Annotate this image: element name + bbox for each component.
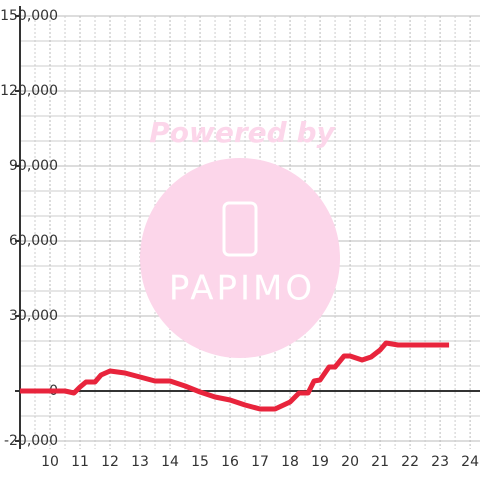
x-tick-label: 10	[41, 454, 59, 470]
x-tick-label: 13	[131, 454, 149, 470]
x-tick-label: 11	[71, 454, 89, 470]
x-tick-label: 19	[311, 454, 329, 470]
x-tick-label: 20	[341, 454, 359, 470]
y-tick-label: 120,000	[0, 83, 58, 99]
x-tick-label: 17	[251, 454, 269, 470]
watermark-logo: PAPIMO	[169, 269, 315, 309]
y-tick-label: -20,000	[4, 433, 58, 449]
y-tick-label: 60,000	[9, 233, 58, 249]
x-tick-label: 23	[431, 454, 449, 470]
watermark-circle	[140, 158, 340, 358]
x-tick-label: 18	[281, 454, 299, 470]
x-tick-label: 16	[221, 454, 239, 470]
x-tick-label: 12	[101, 454, 119, 470]
x-tick-label: 15	[191, 454, 209, 470]
x-tick-label: 21	[371, 454, 389, 470]
watermark-title: Powered by	[149, 116, 336, 149]
plot: -20,000030,00060,00090,000120,000150,000…	[0, 6, 480, 470]
y-tick-label: 30,000	[9, 308, 58, 324]
line-series	[20, 340, 450, 412]
y-tick-label: 150,000	[0, 8, 58, 24]
watermark-phone	[222, 201, 258, 257]
x-tick-label: 14	[161, 454, 179, 470]
x-tick-label: 22	[401, 454, 419, 470]
x-tick-label: 24	[461, 454, 479, 470]
y-tick-label: 90,000	[9, 158, 58, 174]
